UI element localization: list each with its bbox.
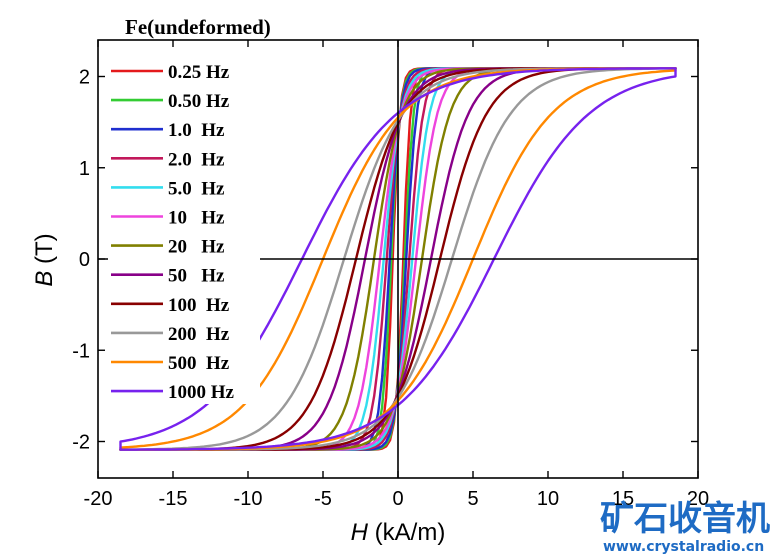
legend-label: 0.25 Hz xyxy=(168,62,230,83)
x-axis-label-unit: (kA/m) xyxy=(368,519,445,546)
legend-label: 1.0 Hz xyxy=(168,120,225,141)
legend-label: 20 Hz xyxy=(168,237,225,258)
watermark: 矿石收音机 www.crystalradio.cn xyxy=(600,499,770,555)
loops-group xyxy=(119,67,677,451)
legend-label: 10 Hz xyxy=(168,208,225,229)
y-tick-label: 2 xyxy=(79,67,90,89)
x-axis-label-symbol: H xyxy=(351,519,369,546)
loop-series-12 xyxy=(119,67,677,451)
legend-background xyxy=(108,56,260,404)
y-tick-label: 1 xyxy=(79,158,90,180)
y-axis-label-unit: (T) xyxy=(31,233,58,270)
y-tick-label: 0 xyxy=(79,249,90,271)
legend: 0.25 Hz 0.50 Hz 1.0 Hz 2.0 Hz 5.0 Hz 10 Hz 20 … xyxy=(108,56,260,404)
legend-label: 200 Hz xyxy=(168,324,230,345)
x-tick-label: 15 xyxy=(612,488,634,510)
legend-label: 100 Hz xyxy=(168,295,230,316)
x-tick-label: -5 xyxy=(314,488,332,510)
y-axis-label-symbol: B xyxy=(31,271,58,287)
legend-label: 1000 Hz xyxy=(168,382,235,403)
x-axis-label: H (kA/m) xyxy=(351,519,446,546)
y-tick-label: -2 xyxy=(72,432,90,454)
y-axis-label: B (T) xyxy=(31,233,58,286)
watermark-url: www.crystalradio.cn xyxy=(603,539,764,555)
legend-label: 2.0 Hz xyxy=(168,149,225,170)
legend-label: 50 Hz xyxy=(168,266,225,287)
legend-label: 5.0 Hz xyxy=(168,178,225,199)
x-tick-label: -15 xyxy=(159,488,188,510)
watermark-logo-text: 矿石收音机 xyxy=(600,499,770,539)
x-tick-label: 5 xyxy=(467,488,478,510)
y-tick-label: -1 xyxy=(72,340,90,362)
x-tick-label: 20 xyxy=(687,488,709,510)
legend-label: 500 Hz xyxy=(168,353,230,374)
x-tick-label: 10 xyxy=(537,488,559,510)
x-tick-label: -20 xyxy=(84,488,113,510)
legend-label: 0.50 Hz xyxy=(168,91,230,112)
x-tick-label: -10 xyxy=(234,488,263,510)
x-tick-label: 0 xyxy=(392,488,403,510)
chart-title: Fe(undeformed) xyxy=(125,15,271,39)
